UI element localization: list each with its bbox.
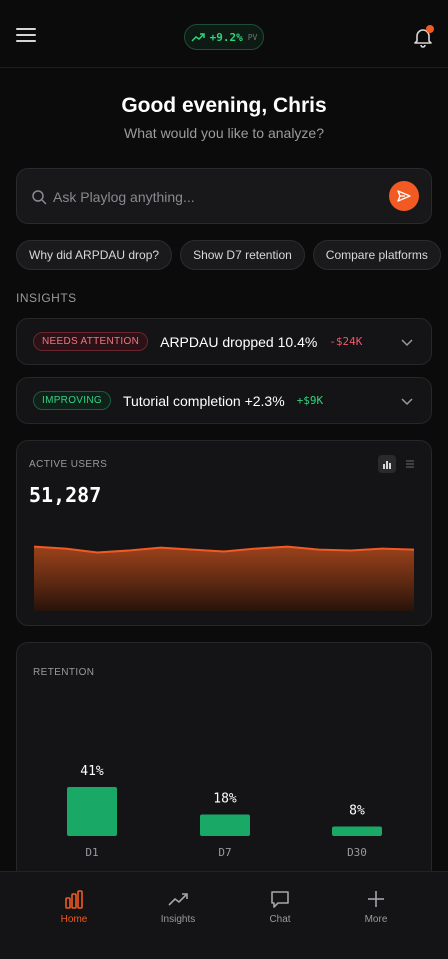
insight-card-arpdau[interactable]: NEEDS ATTENTION ARPDAU dropped 10.4% -$2… [16,318,432,365]
pv-label: PV [247,32,258,42]
retention-bar [332,826,382,836]
chat-icon [271,891,289,908]
nav-label: Home [60,914,88,925]
insights-heading: INSIGHTS [16,291,77,305]
nav-insights[interactable]: Insights [130,872,226,942]
retention-card: RETENTION 41% D1 18% D7 8% D30 [16,642,432,882]
nav-home[interactable]: Home [26,872,122,942]
bar-chart-icon [65,890,83,909]
retention-value-label: 8% [349,803,365,818]
pv-change-badge[interactable]: +9.2% PV [184,24,264,50]
card-label: RETENTION [33,667,95,678]
suggestion-chips: Why did ARPDAU drop? Show D7 retention Com… [16,240,448,270]
search-input[interactable] [53,185,383,209]
retention-chart: 41% D1 18% D7 8% D30 [67,764,382,859]
retention-category-label: D7 [218,846,231,859]
active-users-chart [34,545,414,611]
retention-bar [67,787,117,836]
bar-chart-icon [383,461,391,469]
insight-impact: -$24K [329,335,363,348]
status-badge: IMPROVING [33,391,111,410]
search-box [16,168,432,224]
bar-view-toggle[interactable] [378,455,396,473]
trend-icon [168,893,188,906]
nav-label: Chat [269,914,291,925]
insight-title: Tutorial completion +2.3% [122,392,285,409]
card-label: ACTIVE USERS [29,459,108,470]
insight-card-tutorial[interactable]: IMPROVING Tutorial completion +2.3% +$9K [16,377,432,424]
retention-value-label: 18% [213,791,237,806]
nav-chat[interactable]: Chat [232,872,328,942]
greeting-subtitle: What would you like to analyze? [124,125,324,141]
list-view-toggle[interactable] [401,455,419,473]
top-bar: +9.2% PV [0,0,448,68]
chevron-down-icon [401,339,413,347]
trend-up-icon [191,33,205,42]
active-users-value: 51,287 [29,483,102,507]
pv-value: +9.2% [209,30,243,44]
retention-category-label: D1 [85,846,98,859]
greeting-title: Good evening, Chris [121,94,327,117]
nav-label: Insights [160,914,196,925]
notification-dot [426,25,434,33]
insight-title: ARPDAU dropped 10.4% [160,333,318,350]
send-button[interactable] [389,181,419,211]
bottom-nav: Home Insights Chat More [0,871,448,959]
menu-icon[interactable] [16,28,36,46]
area-line [34,545,414,554]
status-badge: NEEDS ATTENTION [33,332,149,351]
chevron-down-icon [401,398,413,406]
retention-category-label: D30 [347,846,367,859]
retention-value-label: 41% [80,764,104,779]
chip-compare-platforms[interactable]: Compare platforms [312,240,441,270]
chip-d7-retention[interactable]: Show D7 retention [180,240,305,270]
send-icon [397,190,411,202]
search-icon [32,190,47,205]
area-fill [34,546,414,611]
retention-bar [200,814,250,836]
plus-icon [368,891,384,907]
nav-label: More [364,914,388,925]
bell-icon[interactable] [412,26,434,48]
active-users-card: ACTIVE USERS 51,287 [16,440,432,626]
chip-arpdau[interactable]: Why did ARPDAU drop? [16,240,173,270]
nav-more[interactable]: More [328,872,424,942]
list-icon [406,460,414,468]
insight-impact: +$9K [296,394,324,407]
